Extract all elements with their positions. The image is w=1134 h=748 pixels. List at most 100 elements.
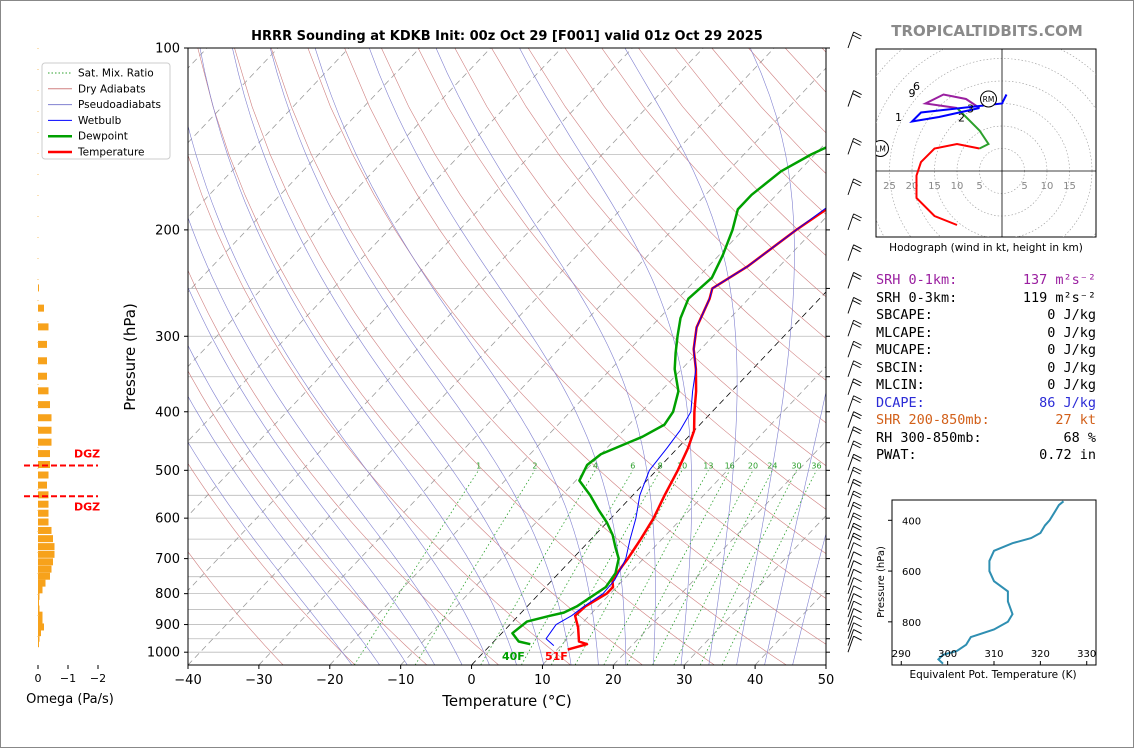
index-label: SRH 0-1km: (876, 272, 958, 288)
wind-barb (847, 577, 862, 594)
legend-label: Pseudoadiabats (78, 99, 161, 111)
pseudoadiabat (764, 390, 826, 665)
index-value: 86 J/kg (1039, 394, 1096, 411)
pseudoadiabat (188, 395, 380, 665)
mixing-ratio-line (652, 470, 754, 665)
omega-bar (38, 387, 49, 395)
index-row: SBCAPE: 0 J/kg (876, 307, 1096, 325)
wind-barb (847, 560, 862, 577)
omega-bar (38, 611, 43, 619)
mixing-ratio-line (550, 470, 661, 665)
x-tick-label: −10 (387, 673, 414, 688)
wind-barb (847, 466, 862, 484)
y-axis-label: Pressure (hPa) (121, 303, 139, 411)
wind-barb (847, 490, 862, 508)
wind-barb (847, 608, 862, 625)
dry-adiabat (197, 48, 643, 665)
index-value: 0 J/kg (1047, 359, 1096, 376)
y-tick-label: 100 (155, 42, 180, 57)
theta-e-y-label: Pressure (hPa) (876, 546, 887, 618)
wind-barb (847, 522, 862, 540)
wind-barb (847, 585, 862, 602)
omega-bar (38, 414, 52, 422)
index-value: 0 J/kg (1047, 324, 1096, 341)
omega-bar (38, 592, 40, 600)
hodograph-ring-label: 10 (951, 181, 964, 192)
mixing-ratio-label: 24 (767, 461, 777, 470)
hodograph-marker-label: LM (875, 145, 886, 154)
omega-tick-label: 0 (35, 672, 42, 685)
omega-bar (38, 623, 44, 631)
dry-adiabat (454, 48, 826, 467)
omega-bar (38, 491, 49, 499)
theta-e-x-tick-label: 290 (892, 649, 911, 660)
mixing-ratio-line (480, 470, 596, 665)
index-value: 68 % (1063, 429, 1096, 446)
omega-bar (38, 629, 41, 637)
hodograph-ring-label: 25 (883, 181, 896, 192)
pseudoadiabat (435, 48, 656, 665)
omega-bar (38, 535, 53, 543)
y-tick-label: 200 (155, 223, 180, 238)
omega-axis-label: Omega (Pa/s) (26, 692, 114, 707)
mixing-ratio-line (574, 470, 683, 665)
theta-e-x-tick-label: 300 (938, 649, 957, 660)
mixing-ratio-label: 13 (703, 461, 713, 470)
dry-adiabat (307, 48, 826, 645)
zero-isotherm (471, 291, 826, 665)
wind-barb (847, 360, 862, 377)
x-tick-label: 30 (676, 673, 693, 688)
hodograph-frame (875, 48, 1097, 238)
brand-text: TROPICALTIDBITS.COM (891, 22, 1083, 40)
x-axis-label: Temperature (°C) (441, 692, 571, 710)
wind-barb (847, 453, 862, 471)
index-value: 27 kt (1055, 412, 1096, 428)
omega-bar (38, 372, 47, 380)
omega-bar (38, 572, 50, 580)
surface-temp-label: 51F (545, 650, 568, 663)
wind-barb (847, 622, 862, 639)
wind-barb (847, 501, 862, 519)
x-tick-label: 50 (818, 673, 835, 688)
legend-label: Dry Adiabats (78, 83, 146, 95)
omega-bar (38, 634, 40, 642)
theta-e-trace (936, 500, 1065, 665)
wind-barb (847, 137, 862, 155)
omega-bar (38, 518, 49, 526)
index-label: SHR 200-850mb: (876, 412, 990, 428)
theta-e-x-tick-label: 330 (1077, 649, 1096, 660)
dry-adiabat (188, 154, 571, 665)
wind-barb (847, 600, 862, 618)
x-tick-label: −40 (174, 673, 201, 688)
hodograph: 25 20 15 10 5 5 10 15 1 23 69 RM LM (875, 48, 1097, 238)
legend-label: Temperature (77, 147, 145, 159)
omega-bar (38, 558, 53, 566)
omega-bar (38, 284, 39, 292)
isotherm (329, 142, 826, 665)
omega-bar (38, 481, 47, 489)
wind-barb (847, 378, 862, 395)
omega-bar (38, 471, 49, 479)
pseudoadiabat (519, 48, 693, 665)
omega-bar (38, 357, 47, 365)
wind-barb (847, 551, 862, 568)
series-temperature (567, 207, 826, 651)
theta-e-x-tick-label: 320 (1031, 649, 1050, 660)
legend-label: Wetbulb (78, 115, 122, 127)
index-label: SBCIN: (876, 359, 925, 376)
pseudoadiabat (792, 532, 826, 665)
mixing-ratio-label: 8 (658, 461, 663, 470)
wind-barb (847, 395, 862, 412)
hodograph-trace (909, 94, 1008, 123)
pseudoadiabat (188, 124, 490, 665)
dry-adiabat (270, 48, 787, 665)
series-dewpoint (511, 146, 826, 646)
dry-adiabat (527, 48, 826, 381)
isotherm (258, 67, 826, 665)
omega-bar (38, 304, 44, 312)
wind-barb (847, 90, 862, 107)
isotherm (188, 48, 491, 368)
wind-barb (847, 244, 862, 261)
mixing-ratio-label: 30 (791, 461, 801, 470)
x-tick-label: 40 (747, 673, 764, 688)
